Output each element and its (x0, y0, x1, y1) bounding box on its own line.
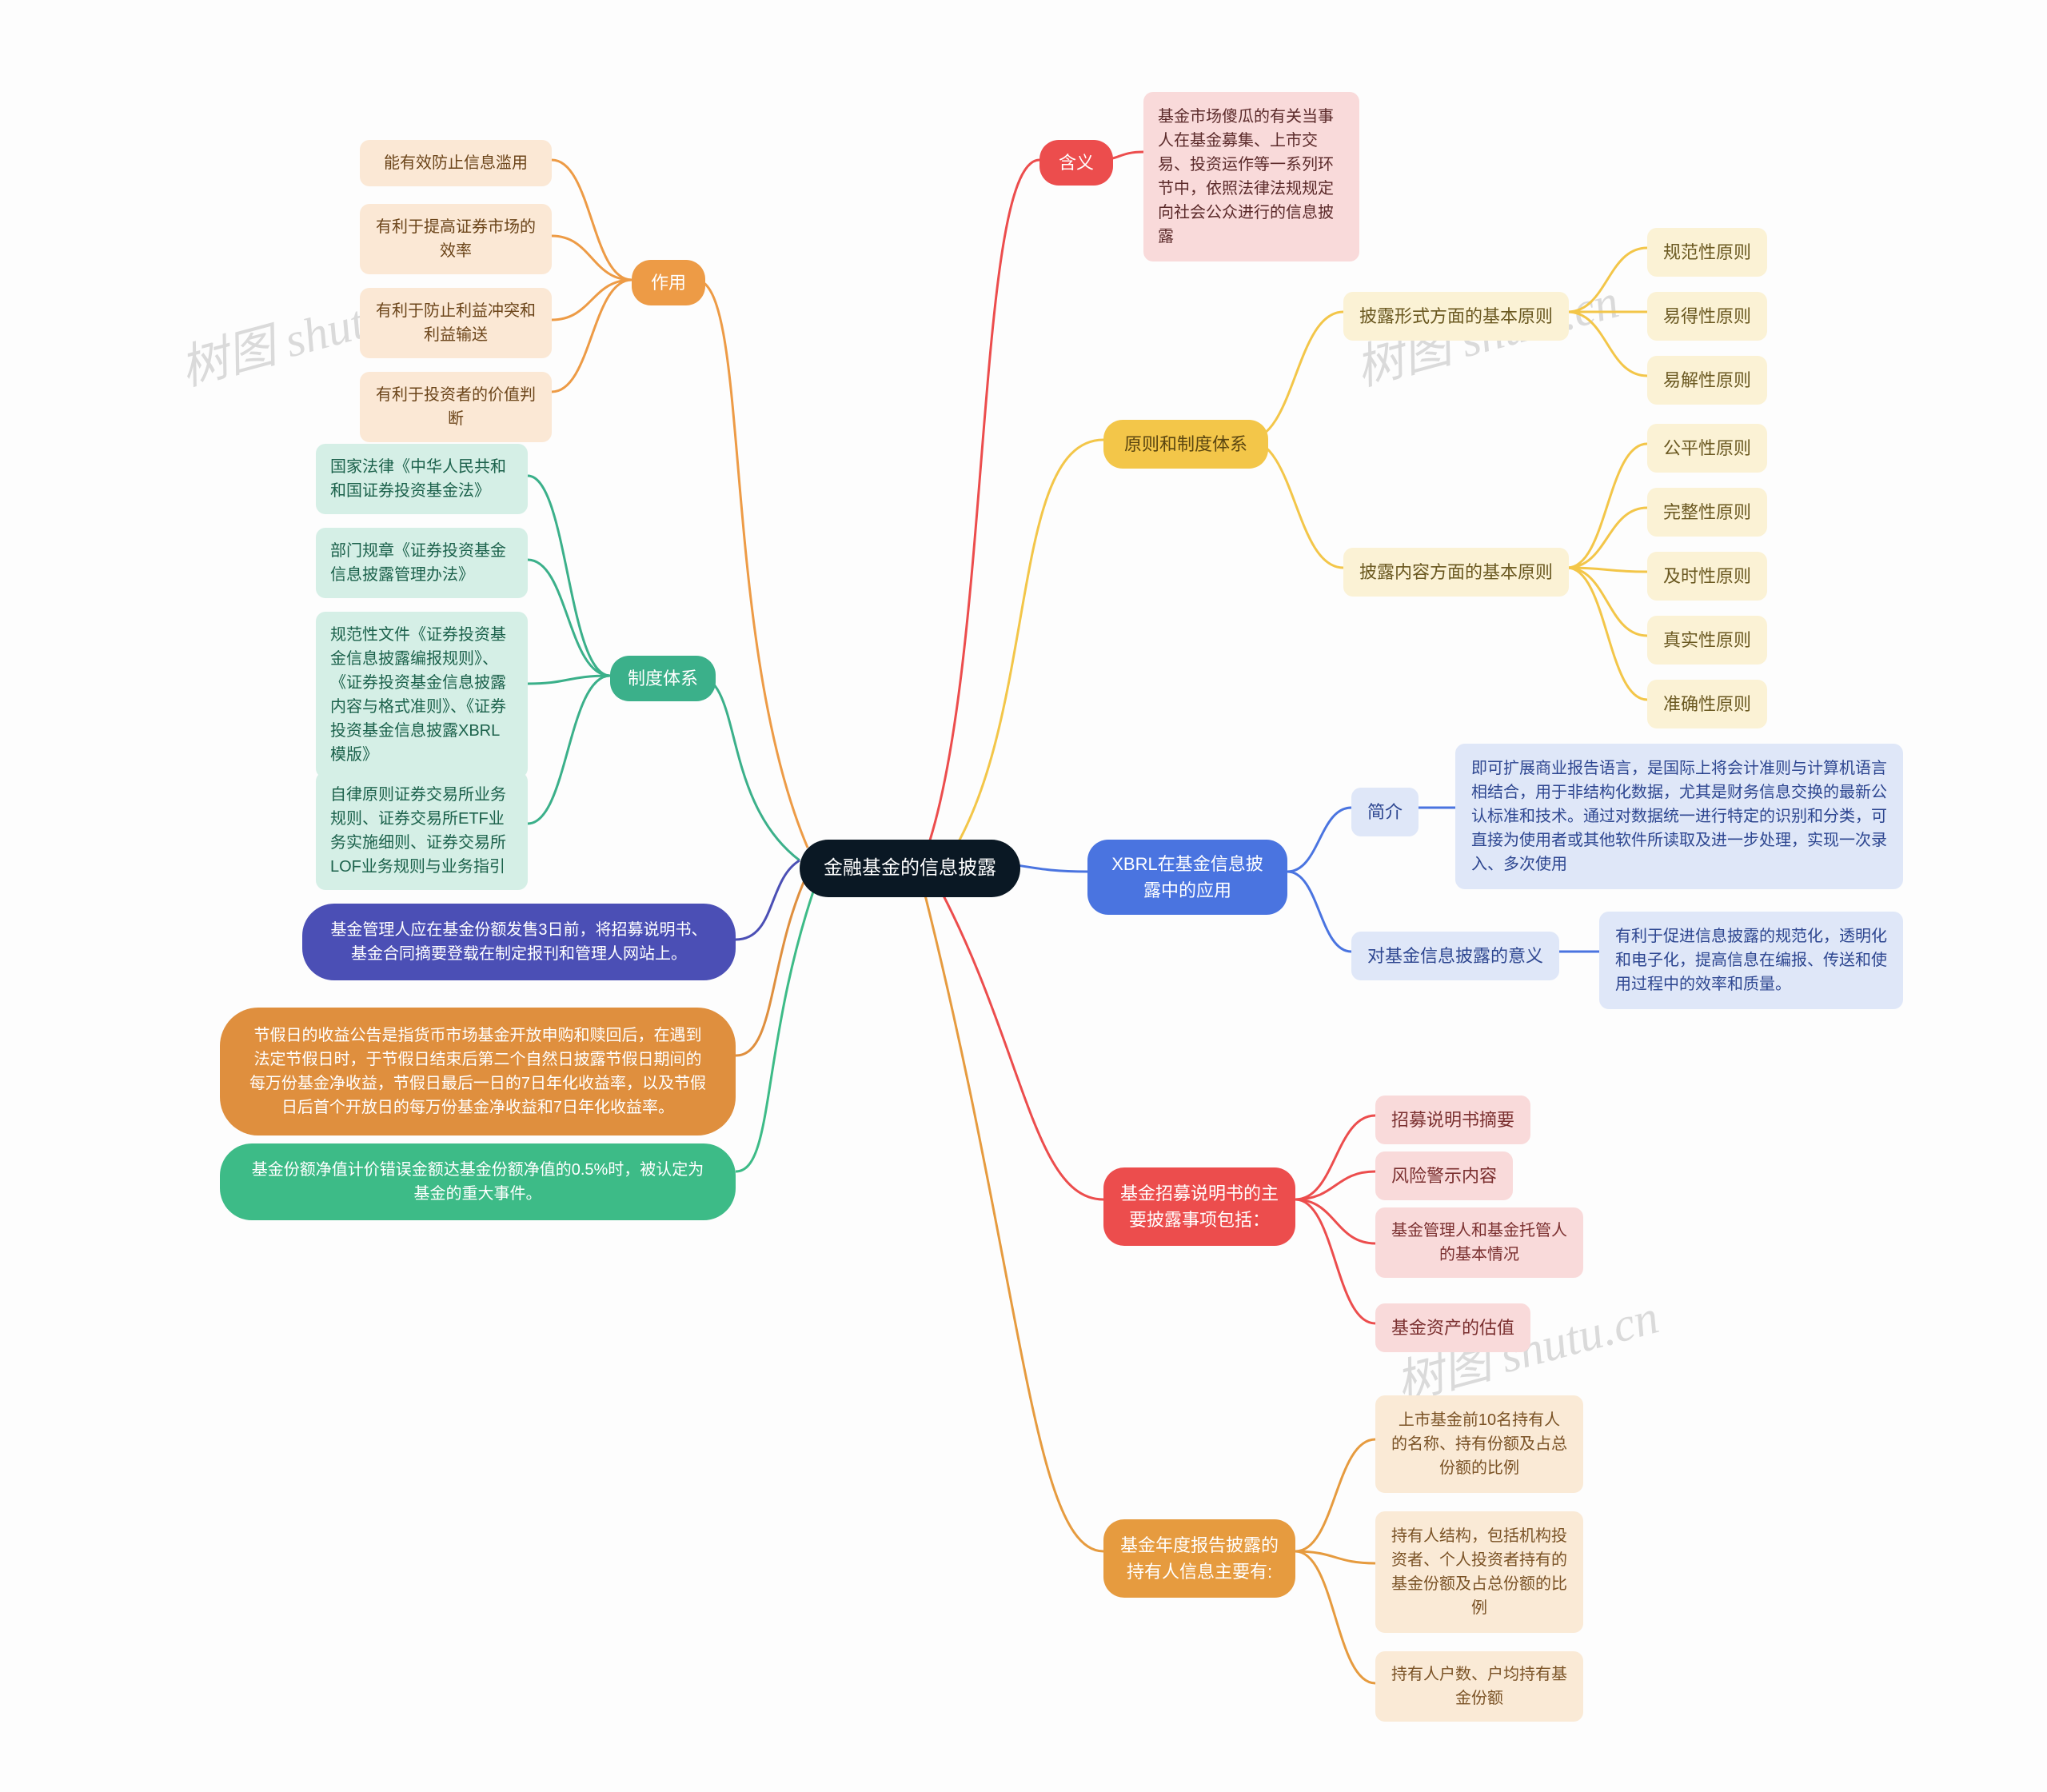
node-principles-content-4: 准确性原则 (1647, 680, 1767, 728)
node-prospectus[interactable]: 基金招募说明书的主要披露事项包括： (1103, 1167, 1295, 1246)
node-principles-content-2: 及时性原则 (1647, 552, 1767, 601)
node-principles-content-3: 真实性原则 (1647, 616, 1767, 665)
node-prospectus-3: 基金资产的估值 (1375, 1303, 1530, 1352)
node-note-indigo: 基金管理人应在基金份额发售3日前，将招募说明书、基金合同摘要登载在制定报刊和管理… (302, 904, 736, 980)
node-principles-content[interactable]: 披露内容方面的基本原则 (1343, 548, 1569, 597)
node-annual-1: 持有人结构，包括机构投资者、个人投资者持有的基金份额及占总份额的比例 (1375, 1511, 1583, 1633)
node-system[interactable]: 制度体系 (610, 656, 716, 701)
node-principles-form[interactable]: 披露形式方面的基本原则 (1343, 292, 1569, 341)
node-principles-form-2: 易解性原则 (1647, 356, 1767, 405)
node-role-0: 能有效防止信息滥用 (360, 140, 552, 186)
node-xbrl-sig[interactable]: 对基金信息披露的意义 (1351, 932, 1559, 980)
node-note-orange: 节假日的收益公告是指货币市场基金开放申购和赎回后，在遇到法定节假日时，于节假日结… (220, 1008, 736, 1135)
node-annual[interactable]: 基金年度报告披露的持有人信息主要有: (1103, 1519, 1295, 1598)
node-system-1: 部门规章《证券投资基金信息披露管理办法》 (316, 528, 528, 598)
node-role-1: 有利于提高证券市场的效率 (360, 204, 552, 274)
node-meaning-note: 基金市场傻瓜的有关当事人在基金募集、上市交易、投资运作等一系列环节中，依照法律法… (1143, 92, 1359, 261)
node-principles-content-1: 完整性原则 (1647, 488, 1767, 537)
node-role[interactable]: 作用 (632, 260, 705, 305)
node-system-0: 国家法律《中华人民共和和国证券投资基金法》 (316, 444, 528, 514)
node-system-3: 自律原则证券交易所业务规则、证券交易所ETF业务实施细则、证券交易所LOF业务规… (316, 772, 528, 890)
node-note-green: 基金份额净值计价错误金额达基金份额净值的0.5%时，被认定为基金的重大事件。 (220, 1143, 736, 1220)
node-principles-form-0: 规范性原则 (1647, 228, 1767, 277)
node-prospectus-2: 基金管理人和基金托管人的基本情况 (1375, 1207, 1583, 1278)
node-xbrl-intro-text: 即可扩展商业报告语言，是国际上将会计准则与计算机语言相结合，用于非结构化数据，尤… (1455, 744, 1903, 889)
node-role-3: 有利于投资者的价值判断 (360, 372, 552, 442)
node-role-2: 有利于防止利益冲突和利益输送 (360, 288, 552, 358)
node-prospectus-1: 风险警示内容 (1375, 1151, 1513, 1200)
node-principles-form-1: 易得性原则 (1647, 292, 1767, 341)
node-system-2: 规范性文件《证券投资基金信息披露编报规则》、《证券投资基金信息披露内容与格式准则… (316, 612, 528, 778)
node-xbrl-sig-text: 有利于促进信息披露的规范化，透明化和电子化，提高信息在编报、传送和使用过程中的效… (1599, 912, 1903, 1009)
node-xbrl[interactable]: XBRL在基金信息披露中的应用 (1087, 840, 1287, 915)
node-annual-2: 持有人户数、户均持有基金份额 (1375, 1651, 1583, 1722)
root-node[interactable]: 金融基金的信息披露 (800, 840, 1020, 897)
node-meaning[interactable]: 含义 (1039, 140, 1113, 186)
node-prospectus-0: 招募说明书摘要 (1375, 1096, 1530, 1144)
node-principles-content-0: 公平性原则 (1647, 424, 1767, 473)
node-annual-0: 上市基金前10名持有人的名称、持有份额及占总份额的比例 (1375, 1395, 1583, 1493)
node-xbrl-intro[interactable]: 简介 (1351, 788, 1419, 836)
node-principles[interactable]: 原则和制度体系 (1103, 420, 1268, 469)
